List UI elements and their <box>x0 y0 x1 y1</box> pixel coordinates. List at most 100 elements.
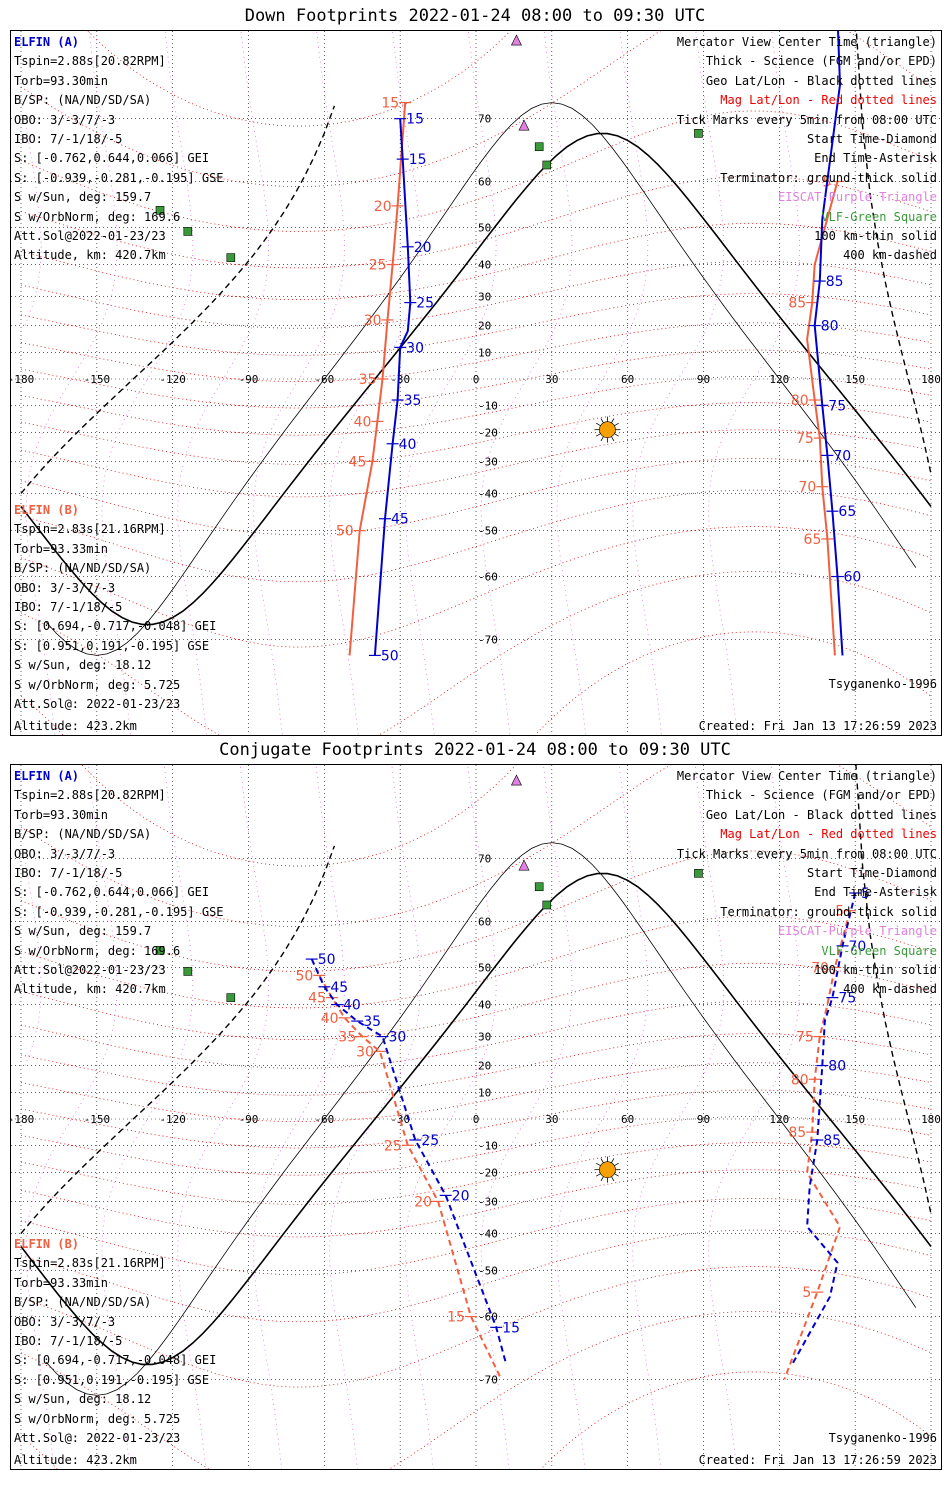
track-time-label: 15 <box>447 1310 465 1326</box>
legend-item: 400 km-dashed <box>843 248 937 263</box>
legend-item: Tick Marks every 5min from 08:00 UTC <box>676 112 937 127</box>
track-time-label: 20 <box>452 1188 470 1204</box>
mag-lat-line <box>81 765 517 867</box>
elfin-a-line: S w/Sun, deg: 159.7 <box>14 190 152 205</box>
elfin-b-track <box>783 910 852 1380</box>
vlf-station-square <box>694 869 703 878</box>
terminator-400km-line <box>20 845 336 1234</box>
track-time-label: 45 <box>391 512 409 528</box>
elfin-a-line: S w/OrbNorm, deg: 169.6 <box>14 209 181 224</box>
elfin-b-line: S: [0.951,0.191,-0.195] GSE <box>14 1372 210 1387</box>
elfin-a-line: Altitude, km: 420.7km <box>14 982 166 997</box>
sun-ray <box>600 418 604 423</box>
legend-item: 400 km-dashed <box>843 982 937 997</box>
track-time-label: 15 <box>381 96 399 112</box>
sun-icon <box>599 421 616 438</box>
elfin-a-line: S: [-0.762,0.644,0.066] GEI <box>14 885 210 900</box>
elfin-b-line: OBO: 3/-3/7/-3 <box>14 580 116 595</box>
lat-tick-label: 10 <box>478 1087 491 1100</box>
track-time-label: 80 <box>791 1072 809 1088</box>
elfin-a-line: Tspin=2.88s[20.82RPM] <box>14 54 166 69</box>
mag-lat-line <box>20 1197 932 1276</box>
lat-tick-label: 40 <box>478 999 491 1012</box>
elfin-b-line: IBO: 7/-1/18/-5 <box>14 600 123 615</box>
track-time-label: 20 <box>414 240 432 256</box>
elfin-b-line: Torb=93.33min <box>14 1275 108 1290</box>
lat-tick-label: 20 <box>478 320 491 333</box>
mag-lon-line <box>404 765 497 1469</box>
mag-lat-line <box>20 260 932 329</box>
elfin-b-line: IBO: 7/-1/18/-5 <box>14 1334 123 1349</box>
elfin-a-line: IBO: 7/-1/18/-5 <box>14 132 123 147</box>
lon-tick-label: -120 <box>159 1113 186 1126</box>
legend-item: Geo Lat/Lon - Black dotted lines <box>705 807 937 822</box>
model-label: Tsyganenko-1996 <box>828 1431 937 1445</box>
lon-tick-label: -150 <box>84 373 111 386</box>
elfin-b-line: Tspin=2.83s[21.16RPM] <box>14 1256 166 1271</box>
map-canvas-down: -180-150-120-90-60-300306090120150180706… <box>11 31 941 735</box>
track-time-label: 50 <box>318 952 336 968</box>
track-time-label: 75 <box>838 991 856 1007</box>
lat-tick-label: 50 <box>478 221 491 234</box>
elfin-b-header: ELFIN (B) <box>14 1237 80 1251</box>
mag-lat-line <box>20 850 932 972</box>
lat-tick-label: -20 <box>478 426 498 439</box>
sun-ray <box>611 436 615 442</box>
lon-tick-label: 150 <box>845 373 865 386</box>
mag-lat-line <box>20 1310 932 1469</box>
lon-tick-label: -90 <box>239 373 259 386</box>
elfin-a-line: S w/Sun, deg: 159.7 <box>14 924 152 939</box>
legend-item: Mag Lat/Lon - Red dotted lines <box>720 93 937 108</box>
vlf-station-square <box>183 227 193 236</box>
map-panel-conjugate: -180-150-120-90-60-300306090120150180706… <box>10 764 942 1470</box>
terminator-100km-line <box>46 102 917 656</box>
sun-ray <box>614 1173 619 1177</box>
track-time-label: 65 <box>804 532 822 548</box>
mag-lat-line <box>20 1169 932 1238</box>
mag-lat-line <box>20 915 932 1009</box>
track-time-label: 40 <box>354 414 372 430</box>
track-time-label: 60 <box>843 570 861 586</box>
sun-ray <box>595 422 601 427</box>
legend-item: Terminator: ground-thick solid <box>720 904 937 919</box>
eiscat-triangle <box>510 34 522 46</box>
lat-tick-label: -30 <box>478 1195 498 1208</box>
elfin-a-line: Torb=93.30min <box>14 807 108 822</box>
sun-ray <box>595 433 601 437</box>
vlf-station-square <box>534 882 544 892</box>
track-time-label: 80 <box>791 393 809 409</box>
track-time-label: 70 <box>798 480 816 496</box>
sun-ray <box>614 1162 619 1167</box>
lat-tick-label: 20 <box>478 1060 491 1073</box>
sun-icon <box>599 1161 616 1178</box>
elfin-b-info: ELFIN (B) Tspin=2.83s[21.16RPM] Torb=93.… <box>14 1235 216 1448</box>
lat-tick-label: -10 <box>478 1139 498 1152</box>
legend-item: End Time-Asterisk <box>814 885 937 900</box>
track-time-label: 30 <box>406 340 424 356</box>
legend-item: Geo Lat/Lon - Black dotted lines <box>705 73 937 88</box>
lat-tick-label: -40 <box>478 487 498 500</box>
elfin-a-line: S w/OrbNorm, deg: 169.6 <box>14 943 181 958</box>
legend-item: Terminator: ground-thick solid <box>720 170 937 185</box>
mag-lat-line <box>20 222 932 301</box>
terminator-ground-line <box>20 872 932 1366</box>
mag-lat-line <box>20 962 932 1041</box>
legend-item: Tick Marks every 5min from 08:00 UTC <box>676 846 937 861</box>
lat-tick-label: 10 <box>478 347 491 360</box>
lon-tick-label: -120 <box>159 373 186 386</box>
track-time-label: 25 <box>416 296 434 312</box>
legend-item: Mercator View Center Time (triangle) <box>676 35 937 49</box>
lat-tick-label: 30 <box>478 1031 491 1044</box>
vlf-station-square <box>694 129 703 138</box>
vlf-station-square <box>542 900 552 910</box>
mag-lon-line <box>404 31 497 735</box>
lon-tick-label: -30 <box>390 373 410 386</box>
track-time-label: 40 <box>399 437 417 453</box>
track-time-label: 35 <box>359 372 377 388</box>
elfin-a-info: ELFIN (A) Tspin=2.88s[20.82RPM] Torb=93.… <box>14 767 224 1000</box>
model-label: Tsyganenko-1996 <box>828 677 937 691</box>
elfin-a-line: S: [-0.939,-0.281,-0.195] GSE <box>14 170 224 185</box>
sun-ray <box>595 1173 601 1177</box>
track-time-label: 30 <box>356 1044 374 1060</box>
lon-tick-label: 180 <box>921 373 941 386</box>
